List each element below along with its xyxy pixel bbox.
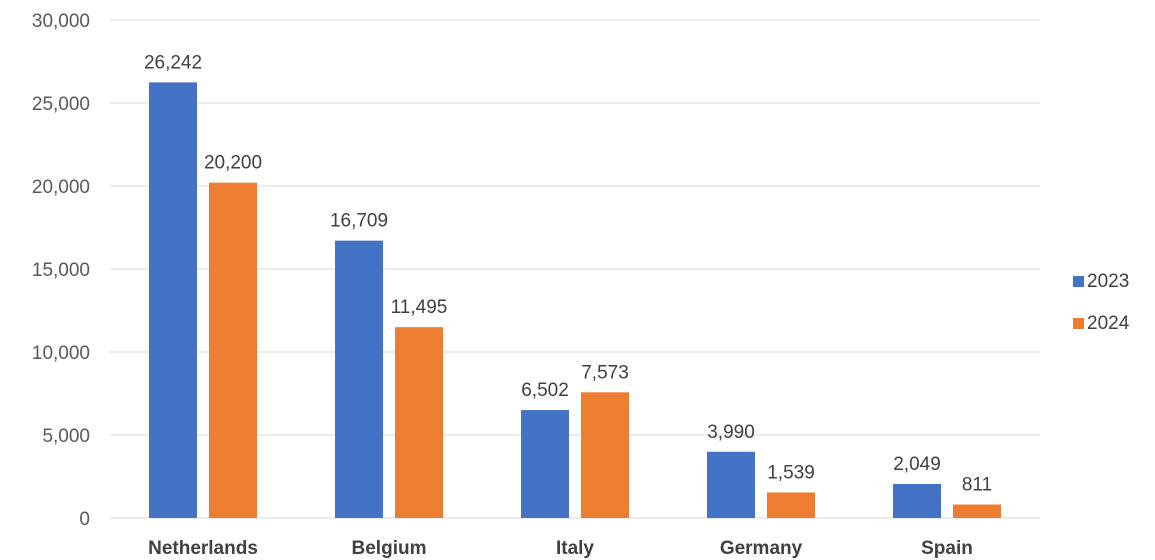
x-category-label: Spain [921,538,973,559]
y-tick-label: 20,000 [32,177,90,198]
x-category-label: Italy [556,538,594,559]
bar-2023-spain [893,483,941,518]
bar-2024-netherlands [209,182,257,518]
data-label: 1,539 [767,462,815,483]
x-category-label: Netherlands [148,538,258,559]
data-labels: 26,242 20,200 16,709 11,495 6,502 7,573 3,990 1… [144,52,992,495]
data-label: 811 [962,475,992,496]
data-label: 7,573 [581,362,629,383]
legend-swatch-2023 [1073,276,1084,287]
bars [149,82,1001,518]
data-label: 26,242 [144,52,202,73]
bar-2023-netherlands [149,82,197,518]
y-tick-label: 5,000 [42,426,90,447]
y-tick-label: 0 [79,509,90,530]
gridlines [110,19,1040,519]
x-category-label: Germany [720,538,803,559]
data-label: 16,709 [330,211,388,232]
bar-2023-belgium [335,240,383,518]
legend-label-2024: 2024 [1087,313,1130,334]
data-label: 3,990 [707,422,755,443]
data-label: 20,200 [204,153,262,174]
y-axis-tick-labels: 0 5,000 10,000 15,000 20,000 25,000 30,000 [32,11,90,530]
bar-2023-italy [521,410,569,518]
bar-2024-italy [581,392,629,518]
x-axis-category-labels: Netherlands Belgium Italy Germany Spain [148,538,973,559]
data-label: 2,049 [893,454,941,475]
legend-label-2023: 2023 [1087,271,1129,292]
bar-2024-germany [767,492,815,518]
y-tick-label: 15,000 [32,260,90,281]
data-label: 11,495 [391,297,448,318]
bar-2024-spain [953,504,1001,518]
bar-2023-germany [707,451,755,518]
data-label: 6,502 [521,380,569,401]
y-tick-label: 30,000 [32,11,90,32]
x-category-label: Belgium [352,538,427,559]
y-tick-label: 25,000 [32,94,90,115]
legend-swatch-2024 [1073,318,1084,329]
bar-2024-belgium [395,327,443,518]
legend: 2023 2024 [1073,271,1130,334]
y-tick-label: 10,000 [32,343,90,364]
